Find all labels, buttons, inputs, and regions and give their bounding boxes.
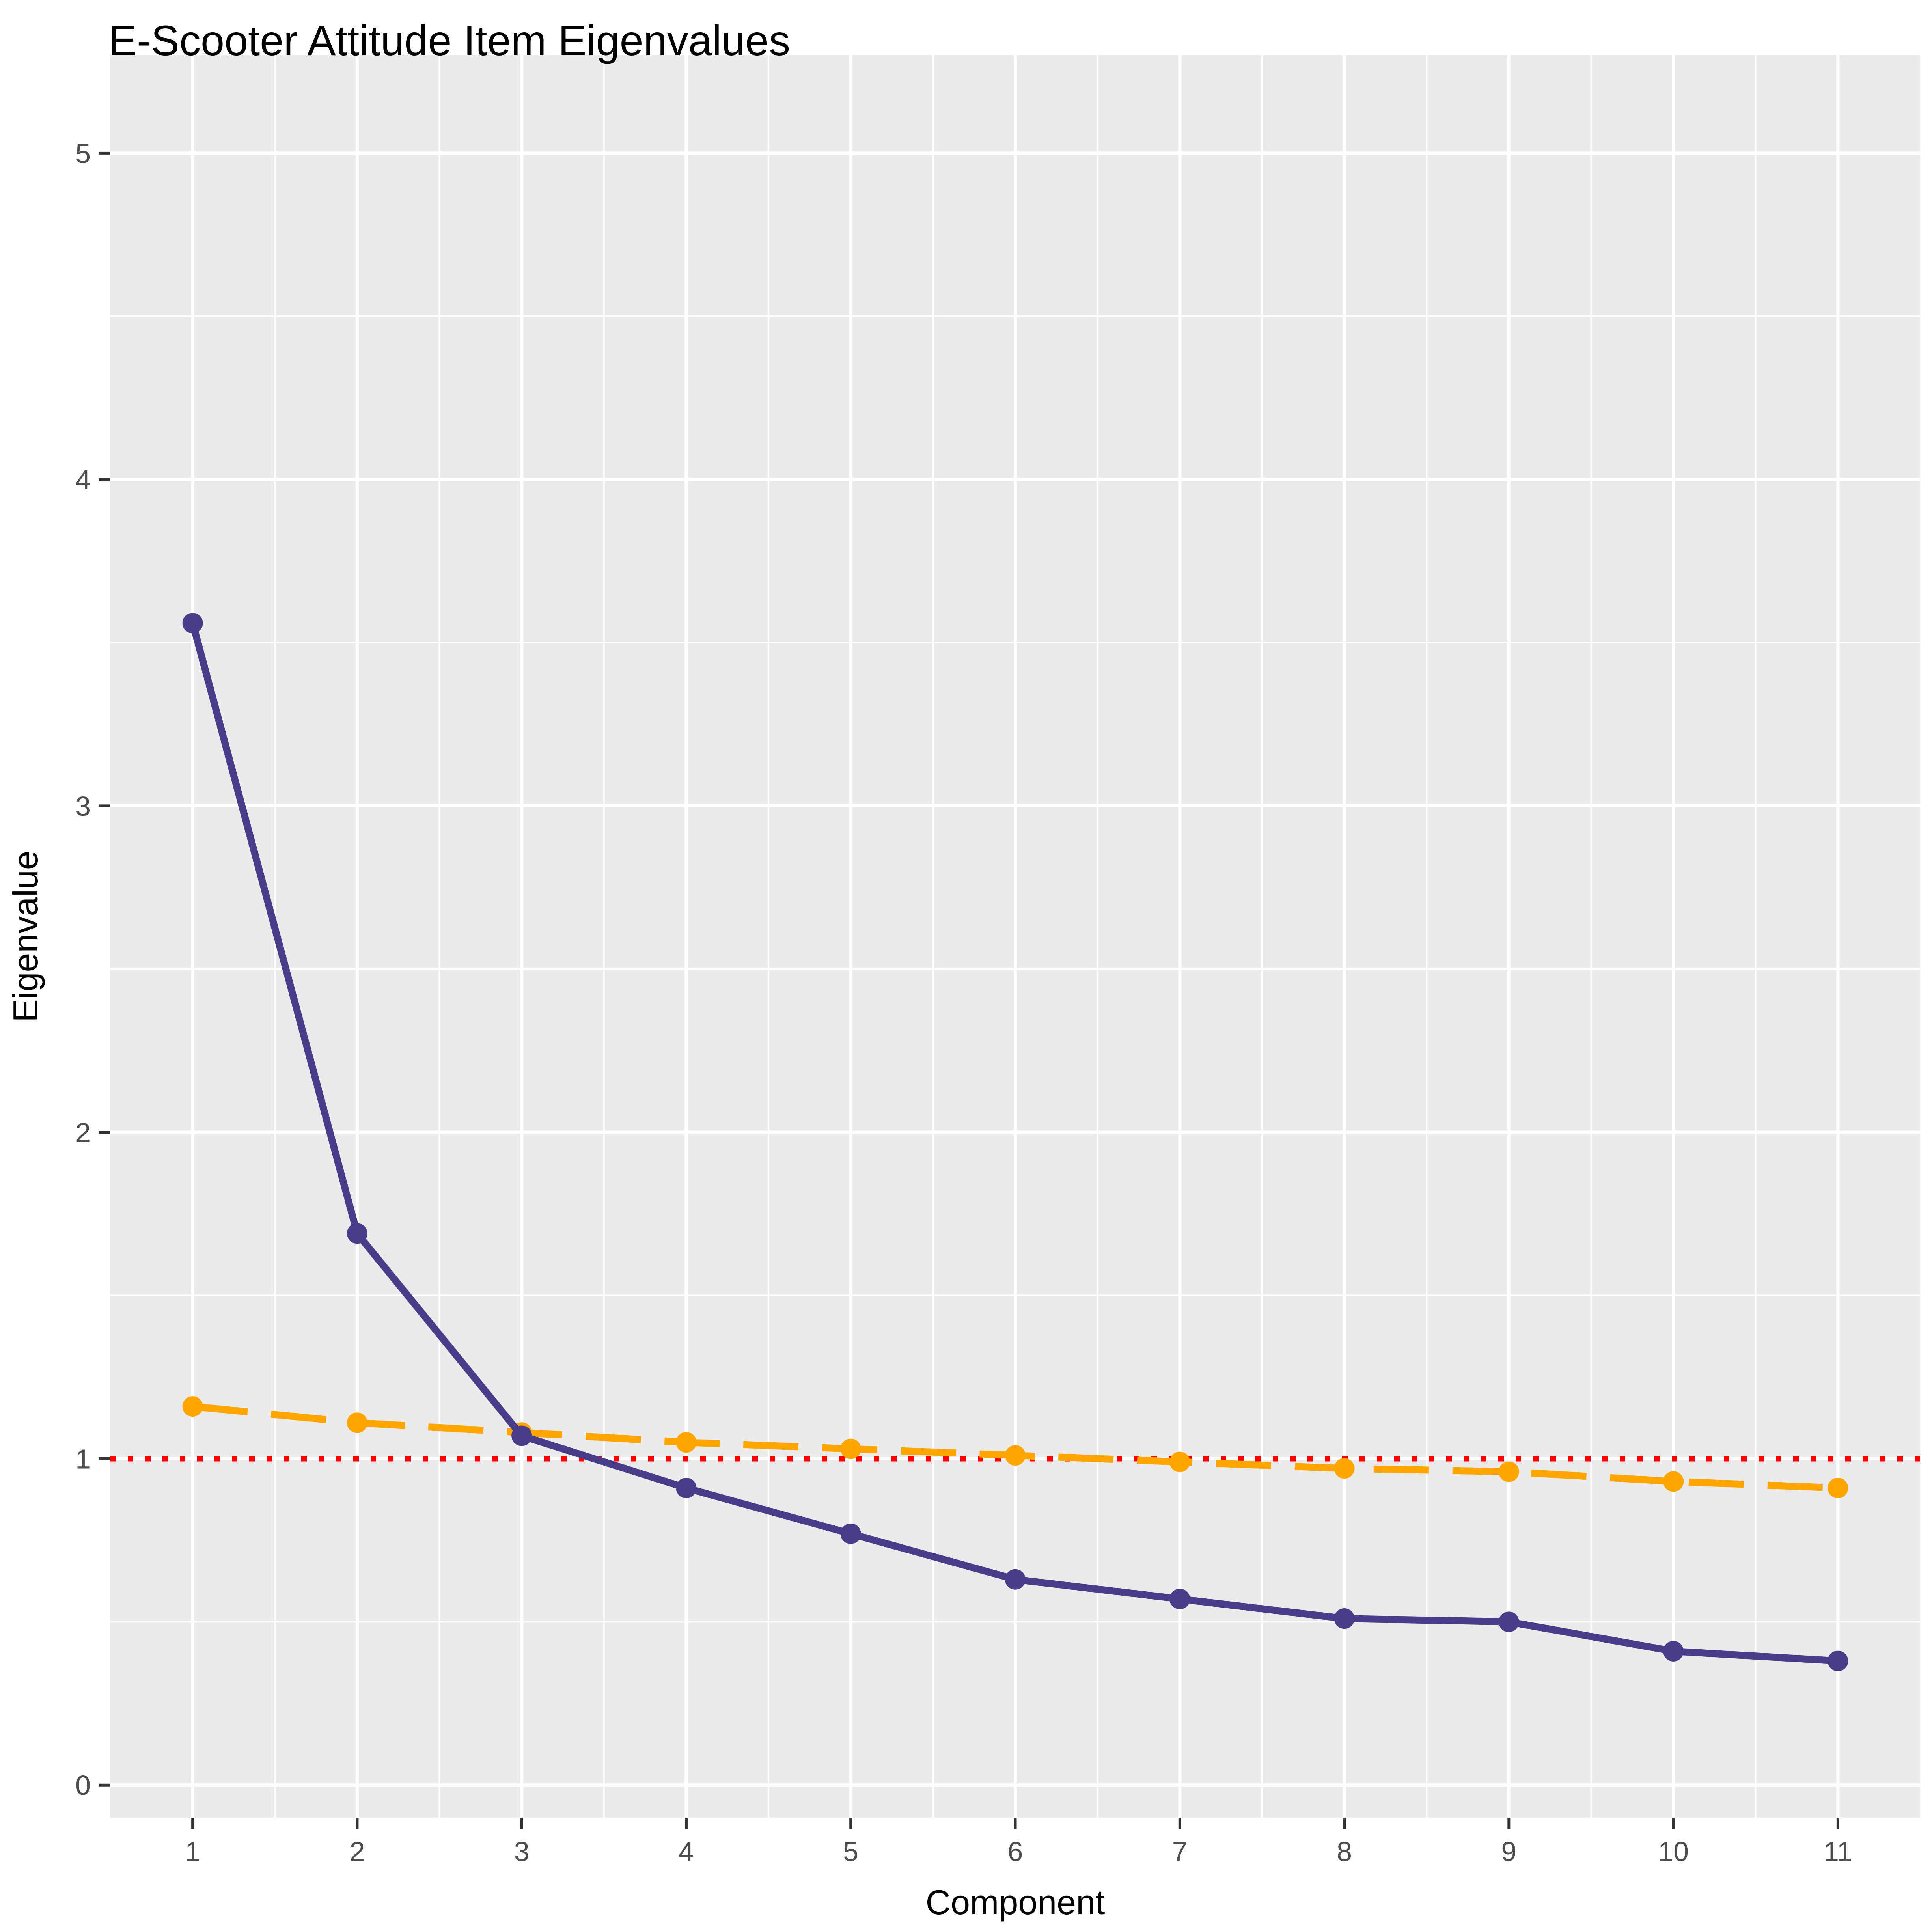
x-axis-title: Component bbox=[926, 1883, 1105, 1922]
y-tick-label: 1 bbox=[75, 1443, 91, 1474]
chart-title: E-Scooter Attitude Item Eigenvalues bbox=[108, 17, 790, 64]
y-tick-label: 3 bbox=[75, 791, 91, 822]
data-point bbox=[1828, 1477, 1848, 1498]
y-tick-label: 5 bbox=[75, 138, 91, 169]
x-tick-label: 11 bbox=[1824, 1836, 1852, 1867]
x-tick-label: 8 bbox=[1337, 1836, 1352, 1867]
x-tick-label: 6 bbox=[1008, 1836, 1023, 1867]
x-tick-label: 2 bbox=[349, 1836, 365, 1867]
x-tick-label: 3 bbox=[514, 1836, 530, 1867]
x-tick-label: 4 bbox=[679, 1836, 694, 1867]
data-point bbox=[182, 613, 203, 634]
data-point bbox=[1663, 1641, 1684, 1662]
x-tick-label: 9 bbox=[1501, 1836, 1516, 1867]
y-tick-label: 0 bbox=[75, 1770, 91, 1801]
x-tick-label: 5 bbox=[843, 1836, 858, 1867]
data-point bbox=[1334, 1608, 1355, 1629]
x-tick-label: 10 bbox=[1658, 1836, 1689, 1867]
data-point bbox=[1005, 1445, 1026, 1466]
data-point bbox=[1498, 1611, 1519, 1632]
x-tick-label: 1 bbox=[185, 1836, 200, 1867]
data-point bbox=[840, 1438, 861, 1459]
data-point bbox=[1663, 1471, 1684, 1492]
y-axis-ticks: 0 1 2 3 4 5 bbox=[75, 138, 110, 1801]
y-axis-title: Eigenvalue bbox=[6, 850, 45, 1022]
x-tick-label: 7 bbox=[1172, 1836, 1188, 1867]
data-point bbox=[347, 1223, 367, 1244]
x-axis-ticks: 1 2 3 4 5 6 7 8 9 10 11 bbox=[185, 1818, 1852, 1867]
data-point bbox=[1005, 1569, 1026, 1590]
data-point bbox=[1498, 1461, 1519, 1482]
data-point bbox=[182, 1396, 203, 1417]
data-point bbox=[511, 1425, 532, 1446]
series-1 bbox=[182, 613, 1848, 1671]
data-point bbox=[1828, 1650, 1848, 1671]
data-point bbox=[1169, 1451, 1190, 1472]
y-tick-label: 2 bbox=[75, 1117, 91, 1148]
series-layer bbox=[182, 613, 1848, 1671]
y-tick-label: 4 bbox=[75, 464, 91, 495]
data-point bbox=[1169, 1589, 1190, 1609]
data-point bbox=[676, 1432, 697, 1453]
data-point bbox=[676, 1477, 697, 1498]
data-point bbox=[1334, 1458, 1355, 1479]
data-point bbox=[347, 1412, 367, 1433]
data-point bbox=[840, 1523, 861, 1544]
